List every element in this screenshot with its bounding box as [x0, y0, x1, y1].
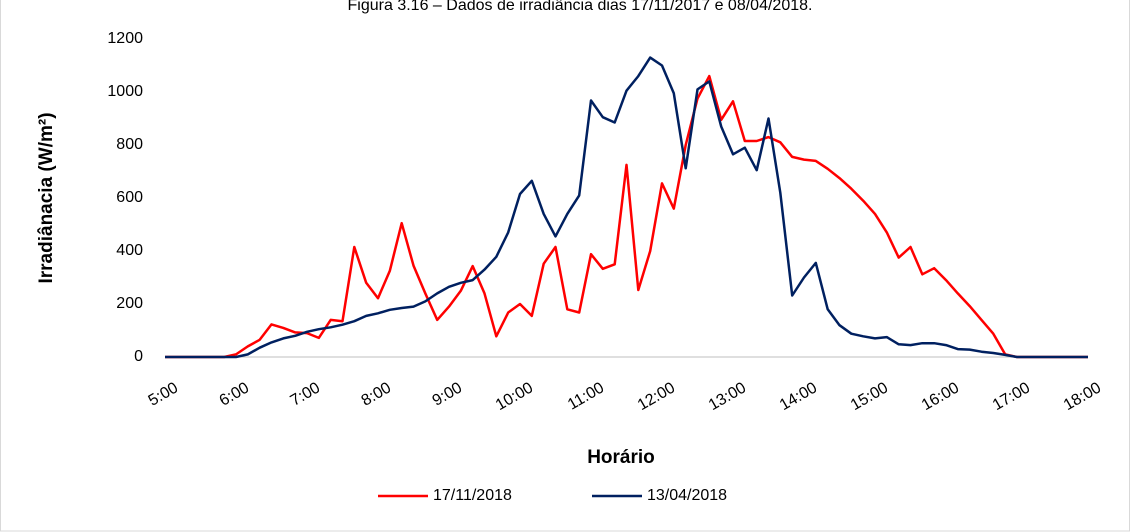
- y-tick-label: 1000: [107, 83, 143, 100]
- legend-label: 17/11/2018: [433, 487, 512, 504]
- legend-label: 13/04/2018: [647, 487, 727, 504]
- series-line: [165, 56, 1088, 359]
- x-axis-title: Horário: [587, 447, 655, 468]
- series-line: [165, 74, 1088, 359]
- y-tick-label: 200: [116, 295, 143, 312]
- y-tick-label: 1200: [107, 30, 143, 47]
- y-tick-label: 600: [116, 189, 143, 206]
- chart-title: Figura 3.16 – Dados de irradiância dias …: [348, 0, 813, 14]
- y-tick-label: 400: [116, 242, 143, 259]
- y-tick-label: 0: [134, 348, 143, 365]
- y-axis-title: Irradiânacia (W/m²): [36, 112, 57, 283]
- y-tick-label: 800: [116, 136, 143, 153]
